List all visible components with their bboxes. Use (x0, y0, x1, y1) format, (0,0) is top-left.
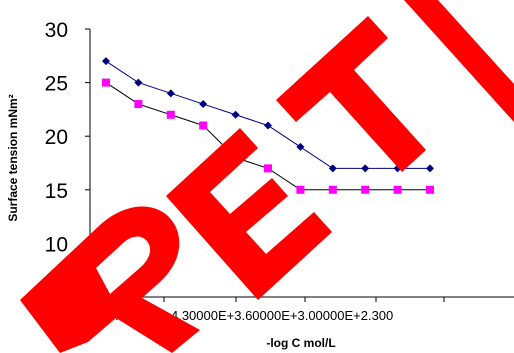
y-tick-label: 25 (45, 73, 68, 96)
data-point (264, 121, 272, 130)
watermark-letter-t (276, 16, 426, 172)
x-axis-label: -log C mol/L (266, 336, 335, 350)
series-2 (102, 78, 434, 194)
data-point (231, 110, 240, 119)
data-point (393, 185, 402, 194)
data-point (199, 100, 208, 109)
y-tick-label: 10 (45, 233, 68, 256)
data-point (166, 110, 175, 119)
data-point (361, 185, 370, 194)
data-point (134, 78, 143, 87)
watermark-letter-e (166, 128, 332, 300)
data-point (166, 89, 175, 98)
data-point (328, 185, 337, 194)
data-point (296, 142, 305, 151)
data-point (426, 164, 434, 173)
data-point (199, 121, 208, 130)
data-point (134, 100, 143, 109)
data-point (426, 185, 434, 194)
y-tick-labels: 51015202530 (45, 19, 68, 310)
y-tick-label: 30 (45, 19, 68, 42)
y-axis-label: Surface tension mNm² (6, 94, 20, 221)
watermark-letter-i (404, 0, 514, 122)
watermark (20, 0, 514, 353)
data-point (328, 164, 337, 173)
data-point (296, 185, 305, 194)
data-point (102, 78, 110, 87)
data-point (361, 164, 370, 173)
data-point (102, 57, 110, 66)
watermark-letter-r (20, 206, 200, 353)
y-tick-label: 20 (45, 126, 68, 149)
y-tick-label: 15 (45, 180, 68, 203)
data-point (264, 164, 272, 173)
